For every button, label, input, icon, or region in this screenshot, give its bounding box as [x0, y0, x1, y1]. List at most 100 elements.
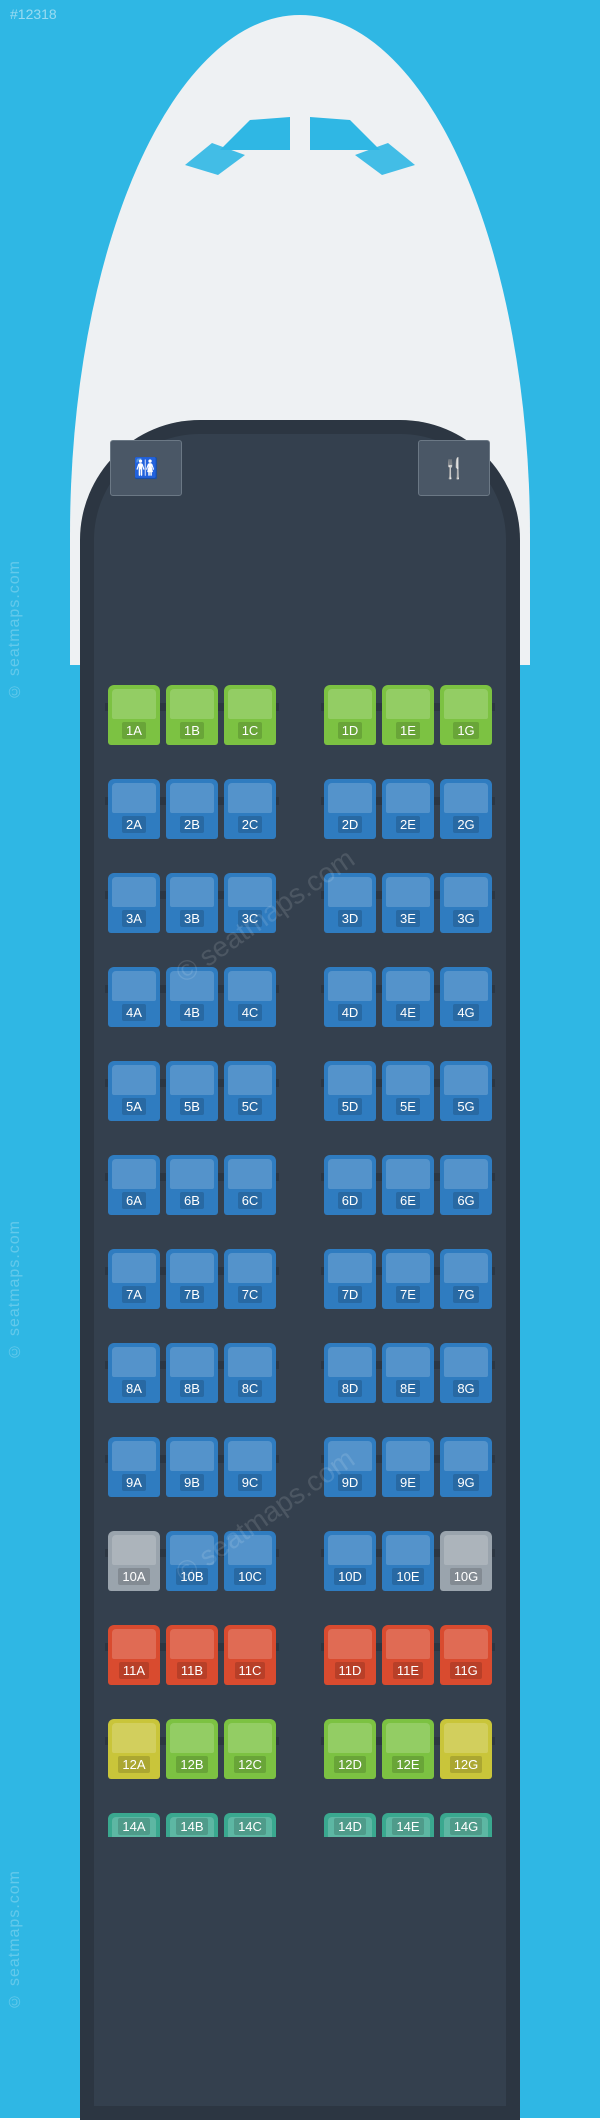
seat-label: 4B [180, 1004, 204, 1021]
seat-label: 2E [396, 816, 420, 833]
seat[interactable]: 9A [108, 1437, 160, 1497]
seat-label: 2G [453, 816, 478, 833]
seat[interactable]: 1C [224, 685, 276, 745]
seat-label: 9D [338, 1474, 363, 1491]
seat[interactable]: 7C [224, 1249, 276, 1309]
seat[interactable]: 1A [108, 685, 160, 745]
seat[interactable]: 8D [324, 1343, 376, 1403]
seat[interactable]: 9C [224, 1437, 276, 1497]
seat[interactable]: 1D [324, 685, 376, 745]
seat[interactable]: 8A [108, 1343, 160, 1403]
seat[interactable]: 1B [166, 685, 218, 745]
seat[interactable]: 11E [382, 1625, 434, 1685]
seat[interactable]: 12A [108, 1719, 160, 1779]
seat-label: 1A [122, 722, 146, 739]
seat[interactable]: 11C [224, 1625, 276, 1685]
seat[interactable]: 6G [440, 1155, 492, 1215]
seat[interactable]: 6D [324, 1155, 376, 1215]
seat-label: 14B [176, 1818, 207, 1835]
seat[interactable]: 14G [440, 1813, 492, 1837]
seat[interactable]: 4C [224, 967, 276, 1027]
seat[interactable]: 8B [166, 1343, 218, 1403]
seat[interactable]: 1E [382, 685, 434, 745]
seat[interactable]: 7B [166, 1249, 218, 1309]
seat[interactable]: 6B [166, 1155, 218, 1215]
seat[interactable]: 4E [382, 967, 434, 1027]
seat[interactable]: 11G [440, 1625, 492, 1685]
seat[interactable]: 1G [440, 685, 492, 745]
seat[interactable]: 2A [108, 779, 160, 839]
seat[interactable]: 8C [224, 1343, 276, 1403]
seat[interactable]: 12B [166, 1719, 218, 1779]
seat[interactable]: 5C [224, 1061, 276, 1121]
seat[interactable]: 4B [166, 967, 218, 1027]
seat[interactable]: 4D [324, 967, 376, 1027]
seat-label: 7E [396, 1286, 420, 1303]
seat[interactable]: 3E [382, 873, 434, 933]
seat-label: 3C [238, 910, 263, 927]
seat[interactable]: 6E [382, 1155, 434, 1215]
seat[interactable]: 7G [440, 1249, 492, 1309]
seat[interactable]: 12C [224, 1719, 276, 1779]
seat[interactable]: 2G [440, 779, 492, 839]
seat[interactable]: 14E [382, 1813, 434, 1837]
seat[interactable]: 12D [324, 1719, 376, 1779]
seat[interactable]: 5D [324, 1061, 376, 1121]
seat[interactable]: 6C [224, 1155, 276, 1215]
seat[interactable]: 2E [382, 779, 434, 839]
seat[interactable]: 7D [324, 1249, 376, 1309]
seat[interactable]: 14D [324, 1813, 376, 1837]
seat[interactable]: 14B [166, 1813, 218, 1837]
seat[interactable]: 10B [166, 1531, 218, 1591]
seat[interactable]: 4A [108, 967, 160, 1027]
seat[interactable]: 12G [440, 1719, 492, 1779]
seat[interactable]: 9D [324, 1437, 376, 1497]
seat[interactable]: 3C [224, 873, 276, 933]
seat[interactable]: 3D [324, 873, 376, 933]
seat[interactable]: 7E [382, 1249, 434, 1309]
seat[interactable]: 10D [324, 1531, 376, 1591]
seat[interactable]: 10C [224, 1531, 276, 1591]
seat[interactable]: 10A [108, 1531, 160, 1591]
seat[interactable]: 5B [166, 1061, 218, 1121]
seat[interactable]: 4G [440, 967, 492, 1027]
aisle [282, 873, 318, 933]
seat[interactable]: 2B [166, 779, 218, 839]
aisle [282, 1719, 318, 1779]
seat-label: 7G [453, 1286, 478, 1303]
seat[interactable]: 6A [108, 1155, 160, 1215]
seat[interactable]: 3G [440, 873, 492, 933]
seat-label: 14G [450, 1818, 483, 1835]
seat-label: 5G [453, 1098, 478, 1115]
seat-label: 8B [180, 1380, 204, 1397]
seat[interactable]: 8G [440, 1343, 492, 1403]
seat[interactable]: 11D [324, 1625, 376, 1685]
seat[interactable]: 2C [224, 779, 276, 839]
galley-icon: 🍴 [418, 440, 490, 496]
aisle [282, 1343, 318, 1403]
seat[interactable]: 3B [166, 873, 218, 933]
seat[interactable]: 3A [108, 873, 160, 933]
seat[interactable]: 2D [324, 779, 376, 839]
seat[interactable]: 11B [166, 1625, 218, 1685]
seat[interactable]: 14C [224, 1813, 276, 1837]
seat[interactable]: 9B [166, 1437, 218, 1497]
seat-label: 9A [122, 1474, 146, 1491]
seat-row: 4A 4B 4C 4D4E4G [100, 967, 500, 1027]
seat[interactable]: 7A [108, 1249, 160, 1309]
seat[interactable]: 9E [382, 1437, 434, 1497]
seat[interactable]: 10E [382, 1531, 434, 1591]
seat[interactable]: 11A [108, 1625, 160, 1685]
seat-label: 10G [450, 1568, 483, 1585]
seat-label: 6A [122, 1192, 146, 1209]
seat[interactable]: 14A [108, 1813, 160, 1837]
seat[interactable]: 9G [440, 1437, 492, 1497]
seat[interactable]: 12E [382, 1719, 434, 1779]
seat[interactable]: 5E [382, 1061, 434, 1121]
seat-label: 14D [334, 1818, 366, 1835]
seat[interactable]: 8E [382, 1343, 434, 1403]
seat[interactable]: 5G [440, 1061, 492, 1121]
seat[interactable]: 5A [108, 1061, 160, 1121]
seat-label: 4A [122, 1004, 146, 1021]
seat[interactable]: 10G [440, 1531, 492, 1591]
